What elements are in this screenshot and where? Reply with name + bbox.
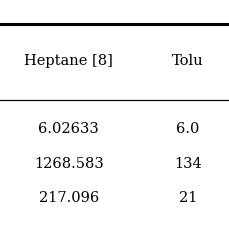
Text: 6.02633: 6.02633 (38, 122, 99, 136)
Text: Tolu: Tolu (172, 54, 204, 68)
Text: 21: 21 (179, 191, 197, 205)
Text: 217.096: 217.096 (38, 191, 99, 205)
Text: 6.0: 6.0 (176, 122, 199, 136)
Text: 134: 134 (174, 157, 202, 171)
Text: Heptane [8]: Heptane [8] (24, 54, 113, 68)
Text: 1268.583: 1268.583 (34, 157, 104, 171)
